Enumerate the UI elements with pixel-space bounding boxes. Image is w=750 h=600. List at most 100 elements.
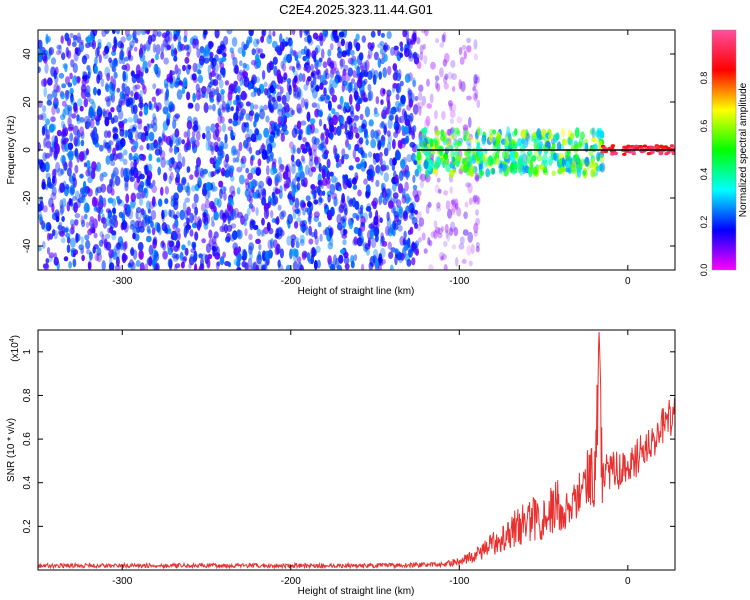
- spectrogram-cell: [387, 142, 392, 151]
- spectrogram-cell: [246, 36, 251, 46]
- spectrogram-cell: [575, 155, 581, 164]
- spectrogram-cell: [107, 145, 112, 154]
- spectrogram-cell: [248, 245, 253, 255]
- spectrogram-cell: [296, 147, 301, 154]
- spectrogram-cell: [326, 170, 331, 181]
- spectrogram-cell: [87, 92, 91, 102]
- spectrogram-cell: [80, 88, 87, 100]
- spectrogram-cell: [192, 243, 196, 251]
- spectrogram-cell: [143, 105, 149, 116]
- spectrogram-cell: [256, 88, 261, 96]
- spectrogram-cell: [110, 107, 115, 113]
- spectrogram-cell: [404, 47, 410, 58]
- spectrogram-cell: [112, 251, 118, 260]
- spectrogram-cell: [492, 129, 497, 135]
- spectrogram-cell: [128, 130, 132, 140]
- spectrogram-y-tick-label: -20: [22, 190, 33, 205]
- spectrogram-cell: [308, 210, 313, 220]
- spectrogram-cell: [377, 264, 382, 270]
- spectrogram-cell: [360, 215, 366, 226]
- spectrogram-cell: [112, 133, 119, 140]
- spectrogram-cell: [359, 65, 365, 71]
- spectrogram-cell: [229, 165, 235, 173]
- spectrogram-cell: [481, 136, 486, 147]
- spectrogram-cell: [365, 138, 369, 146]
- spectrogram-cell: [170, 49, 175, 57]
- spectrogram-cell: [356, 237, 363, 247]
- spectrogram-cell: [130, 219, 136, 227]
- spectrogram-cell: [110, 75, 114, 84]
- spectrogram-cell: [296, 207, 301, 217]
- spectrogram-cell: [69, 184, 75, 196]
- spectrogram-cell: [42, 240, 46, 249]
- spectrogram-cell: [268, 30, 272, 40]
- spectrogram-cell: [247, 265, 254, 270]
- spectrogram-cell: [69, 72, 73, 80]
- spectrogram-cell: [132, 232, 136, 240]
- spectrogram-cell: [46, 77, 53, 86]
- spectrogram-cell: [173, 231, 178, 241]
- spectrogram-cell: [197, 69, 202, 75]
- spectrogram-cell: [588, 146, 594, 157]
- spectrogram-cell: [48, 252, 55, 259]
- spectrogram-cell: [89, 226, 96, 234]
- spectrogram-cell: [126, 33, 132, 41]
- spectrogram-cell: [73, 105, 79, 114]
- spectrogram-cell: [285, 54, 291, 62]
- spectrogram-cell: [271, 191, 276, 199]
- spectrogram-cell: [47, 232, 51, 241]
- spectrogram-cell: [80, 39, 84, 45]
- spectrogram-cell: [303, 251, 308, 258]
- spectrogram-cell: [154, 252, 160, 262]
- spectrogram-cell: [266, 34, 273, 45]
- spectrogram-cell: [512, 162, 519, 169]
- spectrogram-cell: [337, 104, 342, 110]
- spectrogram-cell: [607, 146, 612, 150]
- spectrogram-cell: [218, 57, 223, 65]
- spectrogram-cell: [235, 157, 240, 163]
- spectrogram-cell: [236, 148, 241, 159]
- spectrogram-cell: [373, 107, 378, 115]
- spectrogram-cell: [116, 104, 122, 113]
- spectrogram-cell: [154, 53, 159, 61]
- spectrogram-cell: [57, 167, 63, 177]
- spectrogram-cell: [147, 34, 153, 45]
- spectrogram-cell: [230, 145, 236, 157]
- spectrogram-cell: [266, 165, 270, 176]
- spectrogram-cell: [189, 174, 194, 180]
- snr-y-tick-label: 0.8: [22, 388, 33, 402]
- spectrogram-cell: [426, 78, 430, 87]
- spectrogram-cell: [253, 120, 257, 128]
- spectrogram-cell: [351, 78, 355, 84]
- spectrogram-cell: [152, 264, 156, 270]
- spectrogram-cell: [172, 254, 179, 262]
- spectrogram-cell: [152, 179, 156, 187]
- spectrogram-cell: [130, 90, 134, 97]
- spectrogram-cell: [241, 155, 247, 164]
- spectrogram-cell: [236, 71, 243, 82]
- spectrogram-cell: [395, 93, 400, 101]
- spectrogram-cell: [267, 239, 273, 250]
- spectrogram-cell: [401, 195, 407, 204]
- spectrogram-cell: [390, 264, 394, 270]
- spectrogram-cell: [268, 227, 274, 235]
- spectrogram-cell: [146, 175, 151, 186]
- spectrogram-cell: [383, 42, 389, 53]
- spectrogram-cell: [407, 87, 411, 97]
- spectrogram-cell: [372, 155, 377, 165]
- spectrogram-cell: [56, 107, 60, 114]
- spectrogram-cell: [292, 66, 296, 73]
- spectrogram-cell: [245, 101, 251, 107]
- spectrogram-cell: [337, 222, 343, 231]
- spectrogram-cell: [455, 154, 460, 162]
- spectrogram-cell: [445, 140, 452, 151]
- spectrogram-cell: [88, 251, 93, 261]
- spectrogram-cell: [449, 102, 453, 112]
- spectrogram-cell: [475, 245, 480, 253]
- spectrogram-cell: [133, 140, 139, 150]
- spectrogram-cell: [368, 119, 374, 127]
- spectrogram-cell: [380, 232, 384, 240]
- spectrogram-cell: [318, 57, 323, 63]
- spectrogram-cell: [46, 247, 51, 255]
- spectrogram-cell: [195, 83, 200, 93]
